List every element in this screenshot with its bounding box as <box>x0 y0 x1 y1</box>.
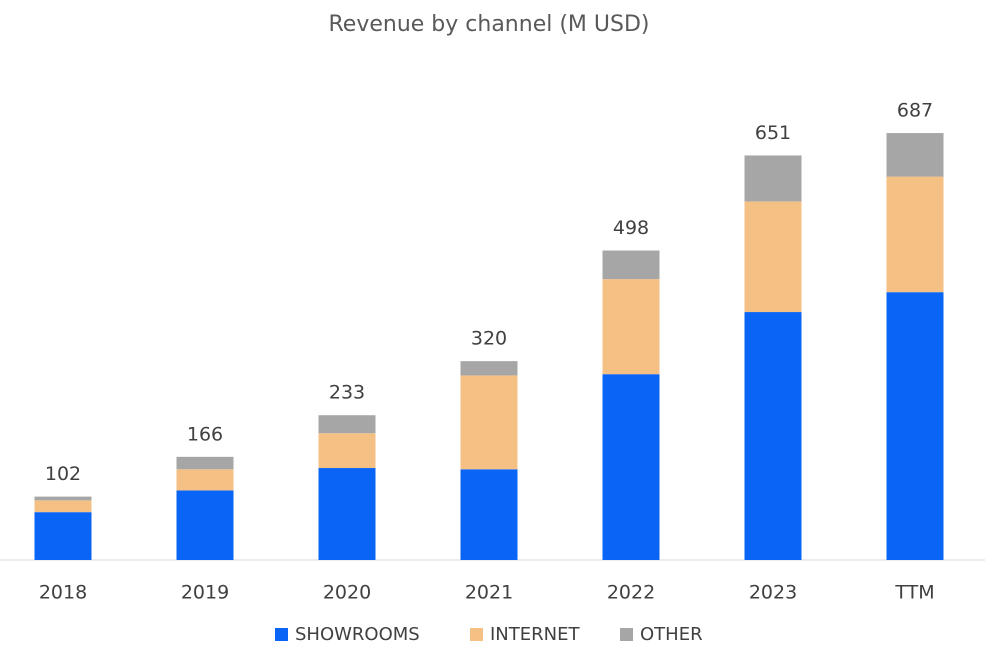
total-label: 166 <box>187 423 223 445</box>
bar-segment <box>744 155 802 202</box>
bar-segment <box>602 279 660 375</box>
legend-swatch <box>470 628 483 641</box>
bar-segment <box>318 433 376 469</box>
bar-segment <box>460 361 518 376</box>
bar-segment <box>318 468 376 560</box>
x-tick-label: 2023 <box>749 582 797 604</box>
total-label: 687 <box>897 100 933 122</box>
total-label: 320 <box>471 328 507 350</box>
bar-segment <box>744 201 802 313</box>
bar-segment <box>176 469 234 491</box>
bar-segment <box>886 133 944 177</box>
bar-segment <box>460 469 518 560</box>
chart-title: Revenue by channel (M USD) <box>329 12 650 37</box>
bar-segment <box>176 456 234 470</box>
x-tick-label: 2022 <box>607 582 655 604</box>
x-tick-label: 2019 <box>181 582 229 604</box>
legend-swatch <box>620 628 633 641</box>
legend-swatch <box>275 628 288 641</box>
bar-segment <box>34 496 92 501</box>
bar-segment <box>34 512 92 560</box>
legend-label: SHOWROOMS <box>295 624 420 645</box>
legend-label: INTERNET <box>490 624 580 645</box>
bar-segment <box>602 250 660 280</box>
total-label: 651 <box>755 122 791 144</box>
bar-segment <box>602 374 660 560</box>
bar-segment <box>460 375 518 470</box>
x-tick-label: 2020 <box>323 582 371 604</box>
x-tick-label: 2018 <box>39 582 87 604</box>
bar-segment <box>176 490 234 560</box>
total-label: 233 <box>329 382 365 404</box>
total-label: 498 <box>613 217 649 239</box>
x-tick-label: TTM <box>894 582 934 604</box>
total-label: 102 <box>45 463 81 485</box>
bar-segment <box>886 292 944 560</box>
bar-segment <box>886 176 944 293</box>
legend-label: OTHER <box>640 624 703 645</box>
bar-segment <box>318 415 376 434</box>
x-tick-label: 2021 <box>465 582 513 604</box>
bar-segment <box>34 500 92 513</box>
bar-segment <box>744 312 802 560</box>
